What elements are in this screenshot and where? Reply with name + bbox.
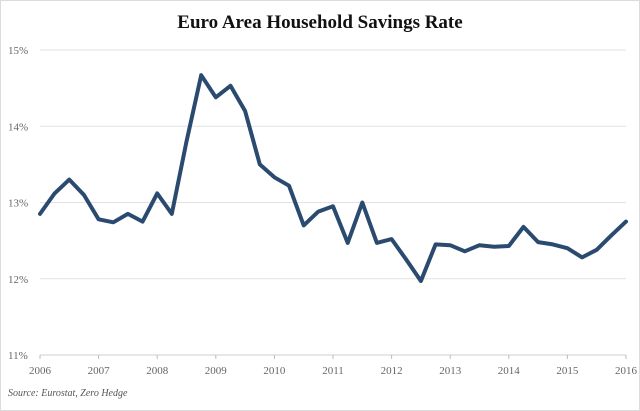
chart-title: Euro Area Household Savings Rate — [177, 12, 463, 33]
y-tick-label: 13% — [8, 198, 28, 210]
x-tick-label: 2011 — [322, 365, 344, 377]
y-tick-label: 12% — [8, 274, 28, 286]
x-tick-label: 2009 — [205, 365, 228, 377]
x-tick-label: 2016 — [615, 365, 638, 377]
series-line — [38, 73, 628, 283]
x-tick-label: 2015 — [556, 365, 579, 377]
y-tick-label: 14% — [8, 121, 28, 133]
y-tick-label: 11% — [8, 350, 28, 362]
source-note: Source: Eurostat, Zero Hedge — [8, 388, 128, 399]
x-tick-label: 2008 — [146, 365, 169, 377]
x-tick-label: 2012 — [381, 365, 403, 377]
y-tick-label: 15% — [8, 45, 28, 57]
x-tick-label: 2007 — [88, 365, 111, 377]
x-tick-label: 2013 — [439, 365, 462, 377]
x-tick-label: 2010 — [263, 365, 286, 377]
grid-lines — [40, 49, 626, 356]
x-tick-label: 2006 — [29, 365, 52, 377]
series-layer — [38, 73, 628, 283]
axis-ticks: 11% 12% 13% 14% 15% 2006 2007 2008 2009 2010 2011 2… — [8, 45, 638, 377]
x-tick-label: 2014 — [498, 365, 521, 377]
